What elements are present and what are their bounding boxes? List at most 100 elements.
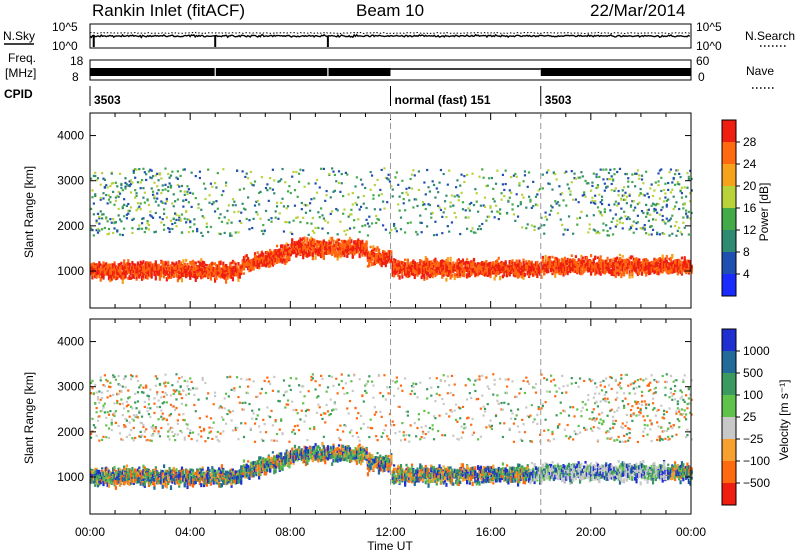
power-cell <box>419 265 422 268</box>
power-cell <box>251 183 254 186</box>
power-cell <box>213 268 217 273</box>
power-cell <box>645 267 648 272</box>
power-cell <box>194 196 197 200</box>
power-cell <box>530 268 533 272</box>
power-cell <box>337 251 341 255</box>
power-cell <box>248 261 251 267</box>
power-cell <box>628 264 631 270</box>
power-cell <box>390 185 393 188</box>
power-cell <box>540 266 543 271</box>
power-cell <box>578 216 582 219</box>
power-cell <box>116 230 119 233</box>
power-cell <box>386 177 389 180</box>
power-cell <box>226 276 229 280</box>
power-cell <box>565 265 568 270</box>
power-cell <box>467 272 470 277</box>
power-cell <box>196 272 199 276</box>
power-cell <box>337 242 341 247</box>
power-cell <box>488 269 491 275</box>
power-cell <box>318 250 321 255</box>
power-cell <box>650 233 653 236</box>
power-cell <box>110 269 113 273</box>
power-cell <box>649 213 652 216</box>
power-cell <box>639 192 642 195</box>
power-cell <box>559 193 562 196</box>
power-cell <box>631 255 634 258</box>
power-cell <box>667 220 670 223</box>
power-cell <box>289 231 292 234</box>
power-cell <box>662 188 666 192</box>
power-cell <box>598 268 601 271</box>
power-cell <box>384 228 387 231</box>
power-cell <box>468 268 471 272</box>
power-cell <box>459 269 462 273</box>
power-cell <box>102 276 105 280</box>
power-cell <box>446 266 449 272</box>
power-cell <box>485 259 488 265</box>
power-cell <box>580 210 583 213</box>
power-cell <box>252 260 255 266</box>
power-cell <box>467 207 470 210</box>
power-cell <box>443 262 447 265</box>
power-cell <box>238 220 241 223</box>
power-cell <box>95 219 98 222</box>
power-cell <box>351 250 354 256</box>
power-cell <box>591 196 594 199</box>
power-cell <box>632 259 635 265</box>
power-cell <box>510 176 513 179</box>
power-cell <box>344 248 347 253</box>
power-cell <box>326 243 330 249</box>
power-cell <box>404 262 407 267</box>
power-cell <box>200 271 203 276</box>
power-cell <box>233 269 236 274</box>
power-cell <box>92 273 95 276</box>
power-cell <box>92 213 95 216</box>
power-cell <box>288 249 291 254</box>
power-cell <box>673 205 677 208</box>
power-cell <box>503 274 506 277</box>
power-cell <box>249 264 252 270</box>
power-cell <box>342 242 345 247</box>
power-cell <box>197 265 200 268</box>
power-cell <box>348 236 352 240</box>
power-cell <box>631 200 634 203</box>
power-cell <box>533 264 536 268</box>
power-cell <box>151 266 155 272</box>
power-cell <box>656 202 659 206</box>
power-cell <box>165 261 168 266</box>
power-cell <box>162 271 166 276</box>
power-cell <box>438 261 441 267</box>
power-cell <box>483 263 487 267</box>
power-cell <box>404 271 407 276</box>
power-cell <box>628 269 631 274</box>
power-cell <box>260 259 263 265</box>
power-cell <box>113 267 116 273</box>
power-cell <box>194 174 197 178</box>
power-cell <box>669 265 673 269</box>
power-cell <box>585 256 589 261</box>
power-cell <box>120 183 123 186</box>
power-cell <box>102 261 105 265</box>
power-cell <box>212 271 215 276</box>
power-cell <box>599 255 602 259</box>
power-cell <box>628 261 631 266</box>
power-cell <box>618 259 622 264</box>
power-cell <box>185 273 188 279</box>
power-cell <box>282 248 286 252</box>
power-cell <box>563 260 566 265</box>
power-cell <box>415 270 418 275</box>
power-cell <box>285 242 288 246</box>
power-cell <box>431 263 434 268</box>
power-cell <box>267 252 270 256</box>
power-cell <box>146 261 149 264</box>
power-cell <box>627 216 630 219</box>
power-cell <box>673 173 677 176</box>
power-cell <box>227 274 230 277</box>
power-cell <box>555 262 558 267</box>
power-cell <box>591 181 594 184</box>
power-cell <box>672 195 675 198</box>
power-cell <box>138 273 141 279</box>
power-cell <box>328 246 331 250</box>
power-cell <box>561 262 564 267</box>
power-cell <box>399 268 403 272</box>
